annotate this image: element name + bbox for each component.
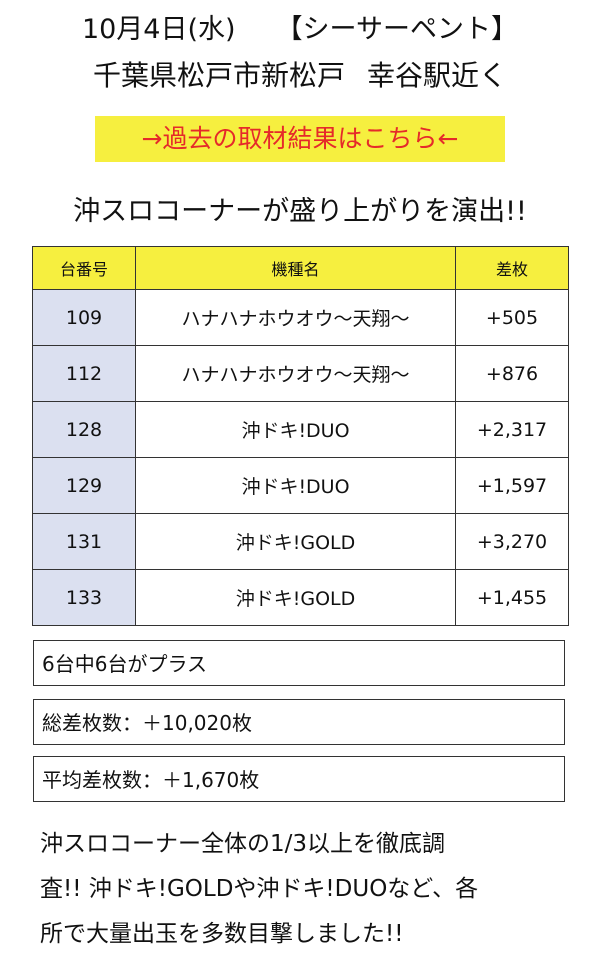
paragraph-line: 沖スロコーナー全体の1/3以上を徹底調 [40,831,446,857]
machine-name: 沖ドキ!DUO [135,401,456,458]
results-table: 台番号 機種名 差枚 109 ハナハナホウオウ〜天翔〜 +505 112 ハナハ… [32,246,569,626]
table-row: 112 ハナハナホウオウ〜天翔〜 +876 [32,345,569,402]
header-machine-name: 機種名 [135,246,456,290]
total-difference-box: 総差枚数：＋10,020枚 [33,699,565,745]
table-row: 109 ハナハナホウオウ〜天翔〜 +505 [32,289,569,346]
average-difference-box: 平均差枚数：＋1,670枚 [33,756,565,802]
machine-number: 133 [32,569,136,626]
past-results-link[interactable]: →過去の取材結果はこちら← [95,116,505,162]
difference: +3,270 [455,513,569,570]
header-difference: 差枚 [455,246,569,290]
machine-number: 112 [32,345,136,402]
machine-name: 沖ドキ!GOLD [135,513,456,570]
store-name: 【シーサーペント】 [275,14,519,45]
machine-number: 109 [32,289,136,346]
table-row: 133 沖ドキ!GOLD +1,455 [32,569,569,626]
difference: +876 [455,345,569,402]
table-header-row: 台番号 機種名 差枚 [32,246,569,290]
headline: 沖スロコーナーが盛り上がりを演出!! [73,196,527,227]
difference: +505 [455,289,569,346]
header-machine-number: 台番号 [32,246,136,290]
difference: +1,455 [455,569,569,626]
machine-name: ハナハナホウオウ〜天翔〜 [135,345,456,402]
machine-number: 129 [32,457,136,514]
plus-count-box: 6台中6台がプラス [33,640,565,686]
machine-name: 沖ドキ!GOLD [135,569,456,626]
difference: +1,597 [455,457,569,514]
paragraph-line: 所で大量出玉を多数目撃しました!! [40,921,404,947]
table-row: 128 沖ドキ!DUO +2,317 [32,401,569,458]
table-row: 129 沖ドキ!DUO +1,597 [32,457,569,514]
machine-name: ハナハナホウオウ〜天翔〜 [135,289,456,346]
paragraph-line: 査!! 沖ドキ!GOLDや沖ドキ!DUOなど、各 [40,876,479,902]
summary-paragraph: 沖スロコーナー全体の1/3以上を徹底調 査!! 沖ドキ!GOLDや沖ドキ!DUO… [40,822,570,957]
header-date-store: 10月4日(水) 【シーサーペント】 [0,10,600,50]
header-location: 千葉県松戸市新松戸 幸谷駅近く [0,56,600,96]
difference: +2,317 [455,401,569,458]
machine-number: 128 [32,401,136,458]
access-text: 幸谷駅近く [367,59,508,92]
machine-name: 沖ドキ!DUO [135,457,456,514]
table-row: 131 沖ドキ!GOLD +3,270 [32,513,569,570]
machine-number: 131 [32,513,136,570]
date-text: 10月4日(水) [81,14,236,45]
location-text: 千葉県松戸市新松戸 [92,59,345,92]
